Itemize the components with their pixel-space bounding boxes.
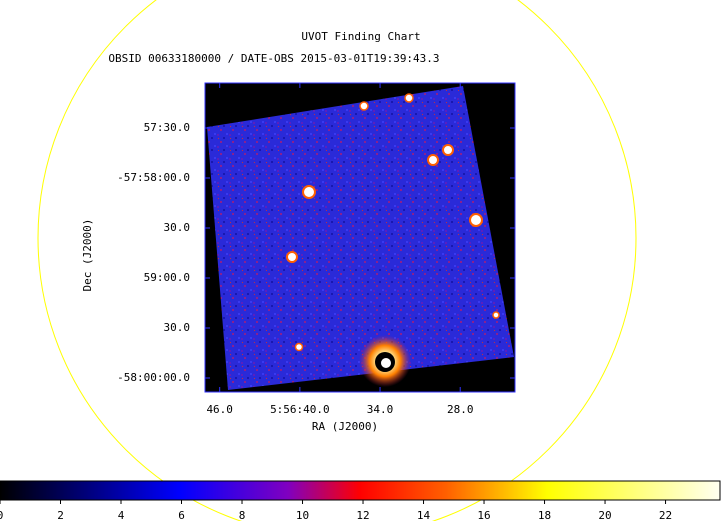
x-tick-label: 28.0 [447, 403, 474, 416]
y-tick-label: -58:00:00.0 [117, 371, 190, 384]
chart-subtitle: OBSID 00633180000 / DATE-OBS 2015-03-01T… [108, 52, 439, 65]
x-tick-label: 46.0 [206, 403, 233, 416]
x-axis-label: RA (J2000) [312, 420, 378, 433]
colorbar [0, 480, 721, 501]
x-tick-label: 5:56:40.0 [270, 403, 330, 416]
region-circle [37, 0, 637, 521]
colorbar-tick-label: 0 [0, 509, 3, 521]
colorbar-tick-label: 16 [477, 509, 490, 521]
colorbar-tick-label: 22 [659, 509, 672, 521]
y-tick-label: 30.0 [164, 321, 191, 334]
y-tick-label: 30.0 [164, 221, 191, 234]
colorbar-tick-label: 6 [178, 509, 185, 521]
chart-title: UVOT Finding Chart [301, 30, 420, 43]
y-tick-label: -57:58:00.0 [117, 171, 190, 184]
x-tick-label: 34.0 [367, 403, 394, 416]
colorbar-tick-label: 2 [57, 509, 64, 521]
colorbar-tick-label: 20 [598, 509, 611, 521]
y-tick-label: 57:30.0 [144, 121, 190, 134]
colorbar-tick-label: 8 [239, 509, 246, 521]
y-axis-label: Dec (J2000) [81, 219, 94, 292]
stars [286, 93, 500, 387]
colorbar-tick-label: 12 [356, 509, 369, 521]
colorbar-tick-label: 14 [417, 509, 431, 521]
colorbar-tick-label: 10 [296, 509, 309, 521]
colorbar-tick-label: 18 [538, 509, 551, 521]
y-tick-label: 59:00.0 [144, 271, 190, 284]
colorbar-tick-label: 4 [118, 509, 125, 521]
image-field [207, 86, 514, 390]
